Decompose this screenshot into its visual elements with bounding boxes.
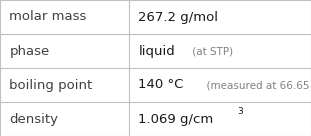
Text: phase: phase bbox=[9, 44, 49, 58]
Text: (measured at 66.65 Pa): (measured at 66.65 Pa) bbox=[200, 80, 311, 90]
Text: 1.069 g/cm: 1.069 g/cm bbox=[138, 112, 214, 126]
Text: 3: 3 bbox=[237, 107, 243, 116]
Text: 267.2 g/mol: 267.2 g/mol bbox=[138, 10, 218, 24]
Text: boiling point: boiling point bbox=[9, 78, 93, 92]
Text: molar mass: molar mass bbox=[9, 10, 87, 24]
Text: 140 °C: 140 °C bbox=[138, 78, 184, 92]
Text: (at STP): (at STP) bbox=[189, 46, 233, 56]
Text: liquid: liquid bbox=[138, 44, 175, 58]
Text: density: density bbox=[9, 112, 58, 126]
